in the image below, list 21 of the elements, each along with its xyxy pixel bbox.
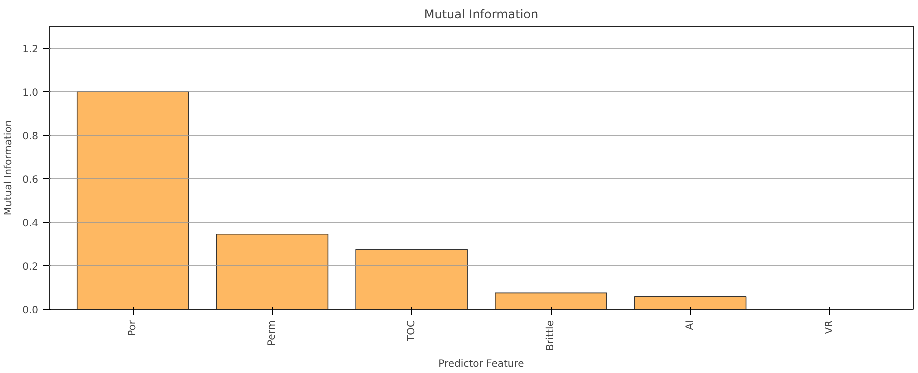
y-tick-label: 0.0 <box>22 306 39 316</box>
x-tick-label: Brittle <box>546 320 557 352</box>
bar <box>356 249 468 310</box>
chart-title: Mutual Information <box>424 8 539 22</box>
y-tick-label: 1.0 <box>22 88 39 99</box>
y-axis-title: Mutual Information <box>4 120 15 216</box>
y-tick-label: 0.8 <box>22 131 39 142</box>
bar <box>495 292 608 310</box>
x-tick-label: Perm <box>266 320 278 346</box>
x-tick-label: AI <box>685 320 696 330</box>
x-tick-label: VR <box>824 320 836 334</box>
x-axis-title: Predictor Feature <box>438 359 524 370</box>
bar <box>216 234 329 310</box>
y-tick-label: 0.4 <box>22 218 39 230</box>
y-tick-label: 1.2 <box>22 44 39 56</box>
y-tick-label: 0.2 <box>22 262 39 273</box>
bar <box>76 91 190 310</box>
y-tick-label: 0.6 <box>22 174 39 186</box>
x-tick-label: Por <box>128 320 139 336</box>
x-tick-label: TOC <box>406 320 418 342</box>
bar <box>634 296 747 310</box>
